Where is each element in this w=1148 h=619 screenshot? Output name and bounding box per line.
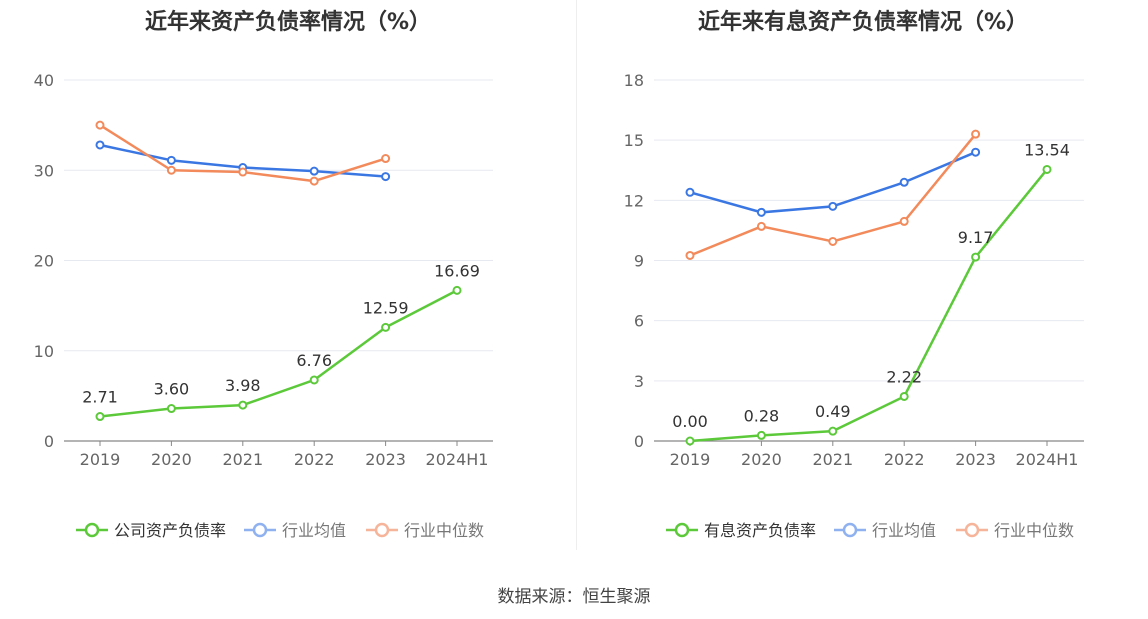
x-tick-label: 2022 [884,450,925,469]
data-point [828,201,838,211]
x-tick-label: 2021 [812,450,853,469]
y-tick-label: 0 [634,432,644,451]
y-tick-label: 18 [624,71,644,90]
data-point [971,129,981,139]
x-tick-label: 2019 [670,450,711,469]
data-point [685,250,695,260]
legend-label: 有息资产负债率 [704,521,816,540]
data-point [828,236,838,246]
data-point [756,207,766,217]
y-tick-label: 10 [34,342,54,361]
data-label: 3.98 [225,376,261,395]
data-point [899,391,909,401]
y-tick-label: 9 [634,252,644,271]
data-point [166,155,176,165]
series-line [689,168,1048,443]
legend-label: 行业中位数 [994,521,1074,540]
data-point [95,412,105,422]
data-label: 16.69 [434,261,480,280]
data-label: 0.28 [744,406,780,425]
legend-marker [84,522,100,538]
y-tick-label: 30 [34,161,54,180]
x-tick-label: 2021 [222,450,263,469]
chart-panel-interest-bearing: 近年来有息资产负债率情况（%） 0 3 6 9 12 15 18 2019 2020 2021 20… [578,0,1148,560]
data-label: 2.22 [886,367,922,386]
data-source-note: 数据来源：恒生聚源 [497,587,651,607]
chart-title: 近年来资产负债率情况（%） [144,10,432,35]
data-point [828,426,838,436]
data-point [756,430,766,440]
data-point [309,166,319,176]
y-tick-label: 12 [624,191,644,210]
legend-marker [674,522,690,538]
x-tick-label: 2022 [294,450,335,469]
x-tick-label: 2024H1 [1016,450,1079,469]
data-point [971,252,981,262]
y-tick-label: 40 [34,71,54,90]
legend-label: 行业均值 [872,521,936,540]
x-tick-label: 2020 [151,450,192,469]
data-point [971,147,981,157]
data-label: 12.59 [363,298,409,317]
data-point [381,322,391,332]
legend-marker [252,522,268,538]
data-point [309,375,319,385]
data-point [238,400,248,410]
data-point [166,165,176,175]
data-label: 13.54 [1024,140,1070,159]
x-tick-label: 2020 [741,450,782,469]
data-point [685,187,695,197]
data-point [166,404,176,414]
legend-marker [964,522,980,538]
data-point [95,140,105,150]
data-label: 0.49 [815,402,851,421]
chart-panel-asset-liability: 近年来资产负债率情况（%） 0 10 20 30 40 2019 2020 2021 2022 2… [0,0,576,560]
legend-marker [374,522,390,538]
y-tick-label: 0 [44,432,54,451]
data-point [756,221,766,231]
data-point [899,216,909,226]
x-tick-label: 2023 [955,450,996,469]
y-tick-label: 15 [624,131,644,150]
legend-label: 公司资产负债率 [114,521,226,540]
data-point [309,176,319,186]
chart-svg-right: 0 3 6 9 12 15 18 2019 2020 2021 2022 2023 2024H1 0.00… [624,71,1084,540]
chart-svg-left: 0 10 20 30 40 2019 2020 2021 2022 2023 2024H1 2.71 3… [34,71,493,540]
x-tick-label: 2024H1 [426,450,489,469]
data-label: 0.00 [672,412,708,431]
data-label: 6.76 [296,351,332,370]
chart-title: 近年来有息资产负债率情况（%） [697,10,1029,35]
legend-label: 行业中位数 [404,521,484,540]
x-tick-label: 2019 [80,450,121,469]
data-point [685,436,695,446]
data-point [1042,164,1052,174]
data-label: 2.71 [82,388,118,407]
data-label: 9.17 [958,228,994,247]
data-point [95,120,105,130]
data-point [452,285,462,295]
x-tick-label: 2023 [365,450,406,469]
panel-divider [576,0,577,550]
data-label: 3.60 [154,380,190,399]
data-point [381,172,391,182]
legend-label: 行业均值 [282,521,346,540]
y-tick-label: 20 [34,252,54,271]
y-tick-label: 3 [634,372,644,391]
y-tick-label: 6 [634,312,644,331]
data-point [238,167,248,177]
data-point [381,154,391,164]
data-point [899,177,909,187]
legend-marker [842,522,858,538]
series-line [99,289,458,418]
